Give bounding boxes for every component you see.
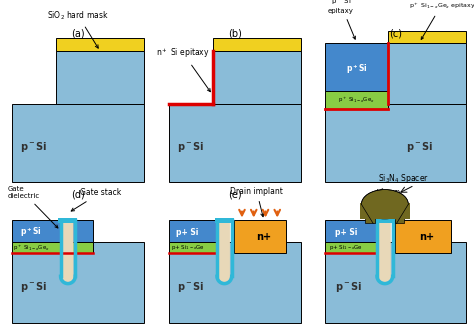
FancyBboxPatch shape: [388, 43, 466, 104]
FancyBboxPatch shape: [326, 220, 377, 242]
Polygon shape: [63, 220, 73, 282]
Text: (a): (a): [72, 29, 85, 39]
Text: p+ Si: p+ Si: [176, 228, 199, 237]
FancyBboxPatch shape: [56, 51, 145, 104]
FancyBboxPatch shape: [326, 104, 466, 182]
Text: (b): (b): [228, 29, 242, 39]
FancyBboxPatch shape: [374, 217, 395, 223]
Text: $\mathbf{p^- Si}$: $\mathbf{p^- Si}$: [406, 140, 433, 154]
FancyBboxPatch shape: [169, 242, 301, 323]
Text: $\mathbf{p^- Si}$: $\mathbf{p^- Si}$: [20, 280, 48, 294]
FancyBboxPatch shape: [388, 31, 466, 43]
Text: p+ Si$_{1-x}$Ge: p+ Si$_{1-x}$Ge: [329, 243, 363, 252]
Text: Gate stack: Gate stack: [71, 188, 121, 211]
Text: (e): (e): [228, 190, 241, 200]
Text: SiO$_2$ hard mask: SiO$_2$ hard mask: [47, 9, 109, 48]
FancyBboxPatch shape: [169, 104, 301, 182]
FancyBboxPatch shape: [12, 242, 145, 323]
Text: p$^+$ Si
epitaxy: p$^+$ Si epitaxy: [328, 0, 356, 39]
FancyBboxPatch shape: [58, 217, 77, 223]
Text: n$^+$ Si epitaxy: n$^+$ Si epitaxy: [156, 46, 210, 92]
Polygon shape: [219, 220, 230, 282]
FancyBboxPatch shape: [169, 242, 217, 253]
FancyBboxPatch shape: [326, 92, 388, 109]
Text: (d): (d): [71, 190, 85, 200]
FancyBboxPatch shape: [360, 203, 410, 219]
Text: $\mathbf{p^- Si}$: $\mathbf{p^- Si}$: [335, 280, 363, 294]
Polygon shape: [379, 220, 391, 282]
Text: n+: n+: [419, 231, 435, 241]
Text: p$^+$ Si$_{1-x}$Ge$_x$: p$^+$ Si$_{1-x}$Ge$_x$: [13, 243, 50, 253]
Text: $\mathbf{p^- Si}$: $\mathbf{p^- Si}$: [177, 280, 204, 294]
FancyBboxPatch shape: [326, 242, 377, 253]
FancyBboxPatch shape: [169, 220, 217, 242]
Text: buffer layer &
p$^+$ Si$_{1-x}$Ge$_x$ epitaxy: buffer layer & p$^+$ Si$_{1-x}$Ge$_x$ ep…: [410, 0, 474, 39]
FancyBboxPatch shape: [212, 37, 301, 51]
FancyBboxPatch shape: [395, 220, 450, 253]
Text: (c): (c): [389, 29, 402, 39]
Text: Drain implant: Drain implant: [230, 187, 283, 217]
Text: (f): (f): [390, 190, 401, 200]
FancyBboxPatch shape: [215, 217, 234, 223]
Text: $\mathbf{p^+ Si}$: $\mathbf{p^+ Si}$: [346, 62, 368, 76]
Text: Si$_3$N$_4$ Spacer: Si$_3$N$_4$ Spacer: [376, 172, 429, 192]
Text: p+ Si$_{1-x}$Ge: p+ Si$_{1-x}$Ge: [171, 243, 205, 252]
Ellipse shape: [361, 190, 408, 219]
FancyBboxPatch shape: [12, 220, 93, 242]
FancyBboxPatch shape: [395, 204, 404, 223]
FancyBboxPatch shape: [56, 37, 145, 51]
FancyBboxPatch shape: [234, 220, 286, 253]
FancyBboxPatch shape: [12, 242, 93, 253]
FancyBboxPatch shape: [12, 104, 145, 182]
FancyBboxPatch shape: [365, 204, 374, 223]
Text: Gate
dielectric: Gate dielectric: [8, 186, 58, 228]
Text: p+ Si: p+ Si: [335, 228, 357, 237]
Text: $\mathbf{p^- Si}$: $\mathbf{p^- Si}$: [20, 140, 48, 154]
Text: n+: n+: [256, 231, 272, 241]
Text: $\mathbf{p^- Si}$: $\mathbf{p^- Si}$: [177, 140, 204, 154]
Text: p$^+$ Si$_{1-x}$Ge$_x$: p$^+$ Si$_{1-x}$Ge$_x$: [338, 95, 375, 105]
FancyBboxPatch shape: [326, 43, 388, 92]
Text: $\mathbf{p^+ Si}$: $\mathbf{p^+ Si}$: [20, 225, 42, 239]
FancyBboxPatch shape: [212, 51, 301, 104]
FancyBboxPatch shape: [326, 242, 466, 323]
